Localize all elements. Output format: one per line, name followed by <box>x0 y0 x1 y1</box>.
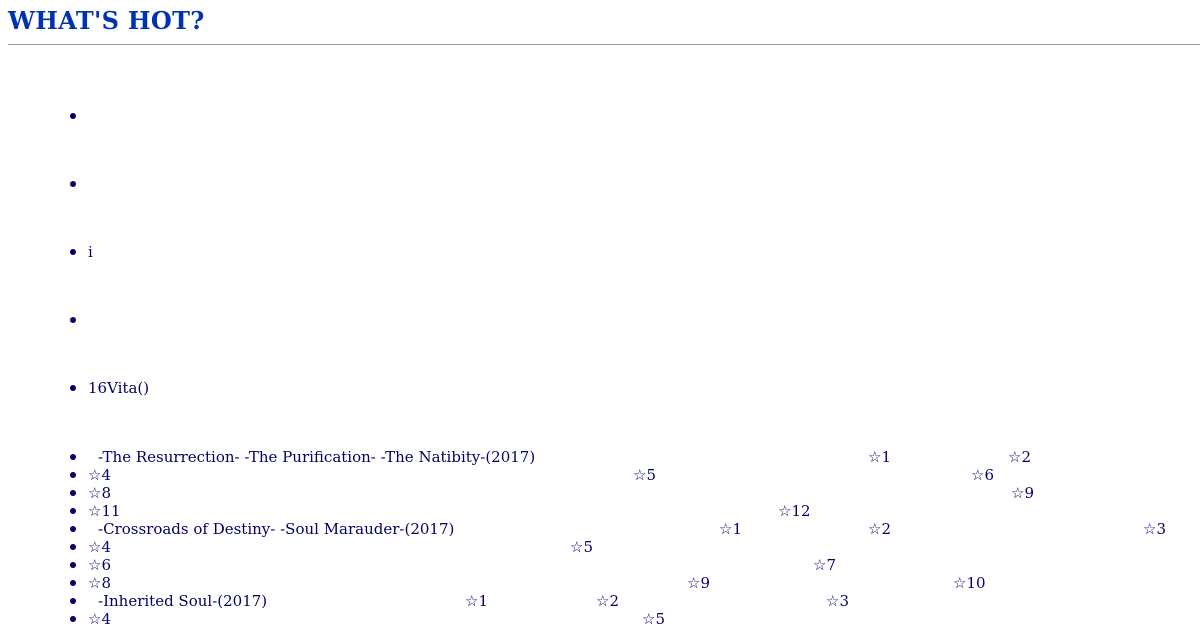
title-divider <box>8 44 1200 45</box>
star-rating-4[interactable]: ☆4 <box>88 610 111 628</box>
star-rating-6[interactable]: ☆6 <box>971 466 994 484</box>
star-rating-9[interactable]: ☆9 <box>687 574 710 592</box>
bullet-icon <box>70 385 76 391</box>
list-item-text: i <box>88 243 93 261</box>
rating-row: -Inherited Soul-(2017) ☆1 ☆2 ☆3 <box>0 592 1200 610</box>
rating-row: -The Resurrection- -The Purification- -T… <box>0 448 1200 466</box>
rating-row: ☆4 ☆5 <box>0 538 1200 556</box>
star-rating-2[interactable]: ☆2 <box>1008 448 1031 466</box>
bullet-icon <box>70 544 76 550</box>
bullet-icon <box>70 113 76 119</box>
rating-row: ☆8 ☆9 ☆10 <box>0 574 1200 592</box>
bullet-icon <box>70 454 76 460</box>
star-rating-3[interactable]: ☆3 <box>1143 520 1166 538</box>
bullet-icon <box>70 526 76 532</box>
rating-row: ☆8 ☆9 <box>0 484 1200 502</box>
bullet-icon <box>70 508 76 514</box>
star-rating-7[interactable]: ☆7 <box>813 556 836 574</box>
rating-row: -Crossroads of Destiny- -Soul Marauder-(… <box>0 520 1200 538</box>
star-rating-3[interactable]: ☆3 <box>826 592 849 610</box>
bullet-icon <box>70 181 76 187</box>
star-rating-8[interactable]: ☆8 <box>88 574 111 592</box>
album-title: -The Resurrection- -The Purification- -T… <box>98 448 536 466</box>
bullet-icon <box>70 616 76 622</box>
list-item <box>0 107 1200 125</box>
album-title: -Crossroads of Destiny- -Soul Marauder-(… <box>98 520 455 538</box>
rating-row: ☆4 ☆5 ☆6 <box>0 466 1200 484</box>
rating-row: ☆6 ☆7 <box>0 556 1200 574</box>
star-rating-12[interactable]: ☆12 <box>778 502 811 520</box>
star-rating-1[interactable]: ☆1 <box>719 520 742 538</box>
star-rating-5[interactable]: ☆5 <box>633 466 656 484</box>
page-title: WHAT'S HOT? <box>8 6 205 35</box>
list-item <box>0 311 1200 329</box>
bullet-icon <box>70 472 76 478</box>
bullet-icon <box>70 249 76 255</box>
bullet-icon <box>70 580 76 586</box>
star-rating-4[interactable]: ☆4 <box>88 466 111 484</box>
bullet-icon <box>70 562 76 568</box>
star-rating-6[interactable]: ☆6 <box>88 556 111 574</box>
star-rating-1[interactable]: ☆1 <box>868 448 891 466</box>
list-item: i <box>0 243 1200 261</box>
star-rating-2[interactable]: ☆2 <box>596 592 619 610</box>
bullet-icon <box>70 490 76 496</box>
star-rating-4[interactable]: ☆4 <box>88 538 111 556</box>
list-item-text: 16Vita() <box>88 379 150 397</box>
star-rating-1[interactable]: ☆1 <box>465 592 488 610</box>
bullet-icon <box>70 598 76 604</box>
list-item: 16Vita() <box>0 379 1200 397</box>
album-title: -Inherited Soul-(2017) <box>98 592 268 610</box>
star-rating-9[interactable]: ☆9 <box>1011 484 1034 502</box>
star-rating-2[interactable]: ☆2 <box>868 520 891 538</box>
bullet-icon <box>70 317 76 323</box>
star-rating-5[interactable]: ☆5 <box>642 610 665 628</box>
rating-row: ☆11 ☆12 <box>0 502 1200 520</box>
list-item <box>0 175 1200 193</box>
star-rating-10[interactable]: ☆10 <box>953 574 986 592</box>
rating-row: ☆4 ☆5 <box>0 610 1200 628</box>
star-rating-8[interactable]: ☆8 <box>88 484 111 502</box>
star-rating-5[interactable]: ☆5 <box>570 538 593 556</box>
star-rating-11[interactable]: ☆11 <box>88 502 121 520</box>
